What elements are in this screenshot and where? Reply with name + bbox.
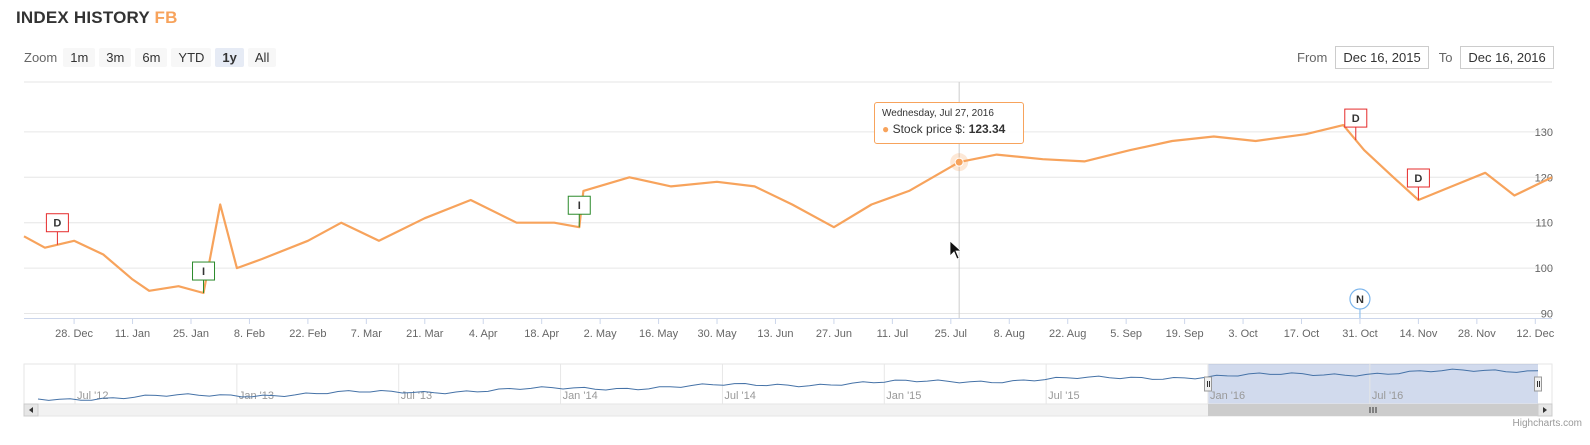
hover-point	[954, 157, 964, 167]
x-tick-label: 22. Feb	[289, 328, 326, 340]
zoom-ytd-button[interactable]: YTD	[171, 47, 212, 67]
zoom-bar: Zoom 1m 3m 6m YTD 1y All	[24, 46, 280, 68]
x-tick-label: 4. Apr	[469, 328, 498, 340]
x-tick-label: 25. Jan	[173, 328, 209, 340]
x-tick-label: 22. Aug	[1049, 328, 1086, 340]
navigator-area	[23, 363, 1553, 405]
x-tick-label: 18. Apr	[524, 328, 559, 340]
navigator-tick-label: Jan '14	[563, 390, 598, 402]
flag-label: D	[1414, 173, 1422, 185]
tooltip-series-dot: ●	[882, 122, 890, 136]
x-tick-label: 28. Dec	[55, 328, 93, 340]
x-tick-label: 5. Sep	[1110, 328, 1142, 340]
from-label: From	[1297, 49, 1328, 65]
y-tick-label: 100	[1535, 263, 1553, 275]
tooltip-series-label: Stock price $:	[892, 122, 966, 136]
mouse-cursor-icon	[949, 240, 963, 260]
tooltip-row: ● Stock price $: 123.34	[882, 122, 1016, 136]
zoom-1m-button[interactable]: 1m	[63, 47, 96, 67]
flag-label: D	[53, 218, 61, 230]
dividend-flag	[1344, 108, 1368, 128]
range-selector: From Dec 16, 2015 To Dec 16, 2016	[1297, 45, 1554, 69]
navigator-tick-label: Jan '15	[886, 390, 921, 402]
tooltip-value: 123.34	[968, 122, 1006, 136]
x-tick-label: 19. Sep	[1166, 328, 1204, 340]
x-tick-label: 30. May	[697, 328, 737, 340]
x-tick-label: 25. Jul	[935, 328, 967, 340]
x-tick-label: 27. Jun	[816, 328, 852, 340]
x-tick-label: 12. Dec	[1516, 328, 1554, 340]
title-main: INDEX HISTORY	[16, 8, 150, 27]
flag-label: I	[202, 266, 205, 278]
y-tick-label: 110	[1535, 218, 1553, 230]
x-tick-label: 16. May	[639, 328, 679, 340]
zoom-all-button[interactable]: All	[247, 47, 277, 67]
insider-flag	[192, 261, 216, 281]
chevron-right-icon	[1543, 407, 1547, 413]
x-tick-label: 21. Mar	[406, 328, 444, 340]
y-tick-label: 90	[1541, 308, 1553, 320]
zoom-6m-button[interactable]: 6m	[135, 47, 168, 67]
y-tick-label: 120	[1535, 172, 1553, 184]
page-title: INDEX HISTORY FB	[16, 8, 178, 28]
navigator-tick-label: Jul '15	[1048, 390, 1079, 402]
x-tick-label: 8. Aug	[994, 328, 1025, 340]
to-date-input[interactable]: Dec 16, 2016	[1460, 45, 1554, 69]
chevron-left-icon	[29, 407, 33, 413]
from-date-input[interactable]: Dec 16, 2015	[1335, 45, 1429, 69]
x-tick-label: 14. Nov	[1399, 328, 1437, 340]
x-tick-label: 3. Oct	[1228, 328, 1257, 340]
x-tick-label: 2. May	[584, 328, 618, 340]
to-label: To	[1438, 49, 1453, 65]
chart-tooltip: Wednesday, Jul 27, 2016 ● Stock price $:…	[874, 102, 1024, 144]
navigator-tick-label: Jul '16	[1372, 390, 1403, 402]
x-tick-label: 11. Jan	[115, 328, 150, 340]
navigator-tick-label: Jan '16	[1210, 390, 1245, 402]
flag-label: I	[578, 200, 581, 212]
insider-flag	[567, 195, 591, 215]
dividend-flag	[45, 213, 69, 233]
title-symbol: FB	[154, 8, 178, 27]
x-tick-label: 7. Mar	[351, 328, 383, 340]
news-flag-label: N	[1356, 294, 1364, 306]
dividend-flag	[1406, 168, 1430, 188]
x-tick-label: 17. Oct	[1284, 328, 1319, 340]
x-tick-label: 13. Jun	[757, 328, 793, 340]
x-tick-label: 8. Feb	[234, 328, 265, 340]
flag-label: D	[1352, 113, 1360, 125]
x-tick-label: 11. Jul	[877, 328, 909, 340]
navigator-series-line	[37, 368, 1539, 401]
tooltip-date: Wednesday, Jul 27, 2016	[882, 108, 994, 119]
y-tick-label: 130	[1535, 127, 1553, 139]
news-flag	[1349, 288, 1371, 310]
x-tick-label: 28. Nov	[1458, 328, 1496, 340]
zoom-3m-button[interactable]: 3m	[99, 47, 132, 67]
x-tick-label: 31. Oct	[1342, 328, 1377, 340]
chart-credit[interactable]: Highcharts.com	[1512, 418, 1582, 429]
zoom-1y-button[interactable]: 1y	[215, 47, 244, 67]
zoom-label: Zoom	[24, 49, 58, 65]
navigator-tick-label: Jul '14	[724, 390, 755, 402]
